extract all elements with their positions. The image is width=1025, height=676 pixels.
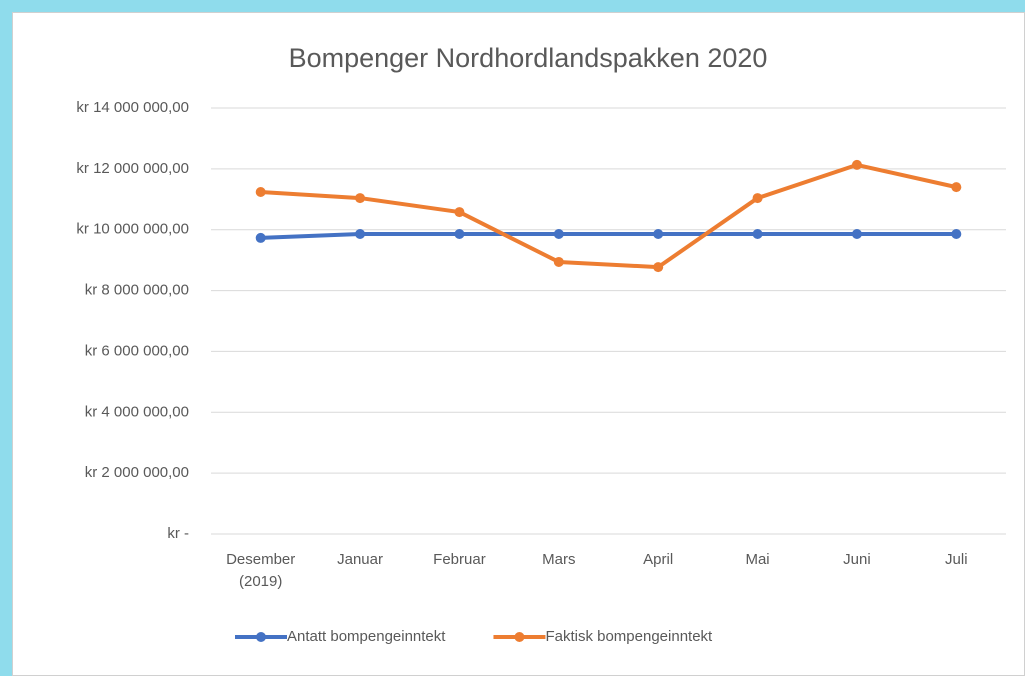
series-line xyxy=(260,231,957,240)
x-tick-label: Januar xyxy=(337,551,383,568)
y-tick-label: kr 10 000 000,00 xyxy=(76,221,189,238)
series-marker xyxy=(454,228,465,239)
y-tick-label: kr 4 000 000,00 xyxy=(85,403,189,420)
legend-marker xyxy=(256,632,266,642)
series-marker xyxy=(653,228,664,239)
x-tick-label: April xyxy=(643,551,674,568)
y-tick-label: kr 8 000 000,00 xyxy=(85,282,189,299)
y-tick-label: kr 6 000 000,00 xyxy=(85,342,189,359)
series-marker xyxy=(355,228,366,239)
chart-title: Bompenger Nordhordlandspakken 2020 xyxy=(289,43,768,73)
chart: Bompenger Nordhordlandspakken 2020 kr - k… xyxy=(76,43,1006,645)
series-marker xyxy=(553,228,564,239)
series-marker xyxy=(653,262,664,273)
series-marker xyxy=(851,228,862,239)
x-tick-label: Juli xyxy=(945,551,968,568)
series-marker xyxy=(355,193,366,204)
x-tick-label: Mars xyxy=(542,551,576,568)
series-marker xyxy=(951,182,962,193)
series-marker xyxy=(752,193,763,204)
y-tick-label: kr - xyxy=(167,525,189,542)
series-marker xyxy=(851,159,862,170)
legend-label: Faktisk bompengeinntekt xyxy=(545,628,713,645)
series-line xyxy=(260,162,957,270)
x-tick-label: Desember (2019) xyxy=(226,551,296,590)
series-marker xyxy=(454,207,465,218)
series-marker xyxy=(951,228,962,239)
x-tick-label: Mai xyxy=(745,551,770,568)
y-tick-label: kr 12 000 000,00 xyxy=(76,160,189,177)
series-marker xyxy=(255,232,266,243)
legend-marker xyxy=(514,632,525,642)
x-tick-label: Februar xyxy=(433,551,486,568)
y-tick-label: kr 14 000 000,00 xyxy=(76,99,189,116)
x-tick-label: Juni xyxy=(843,551,871,568)
series-marker xyxy=(752,228,763,239)
chart-frame: Bompenger Nordhordlandspakken 2020 kr - k… xyxy=(12,12,1025,676)
y-tick-label: kr 2 000 000,00 xyxy=(85,464,189,481)
series-marker xyxy=(255,186,266,197)
legend-label: Antatt bompengeinntekt xyxy=(287,628,446,645)
series-marker xyxy=(553,256,564,267)
